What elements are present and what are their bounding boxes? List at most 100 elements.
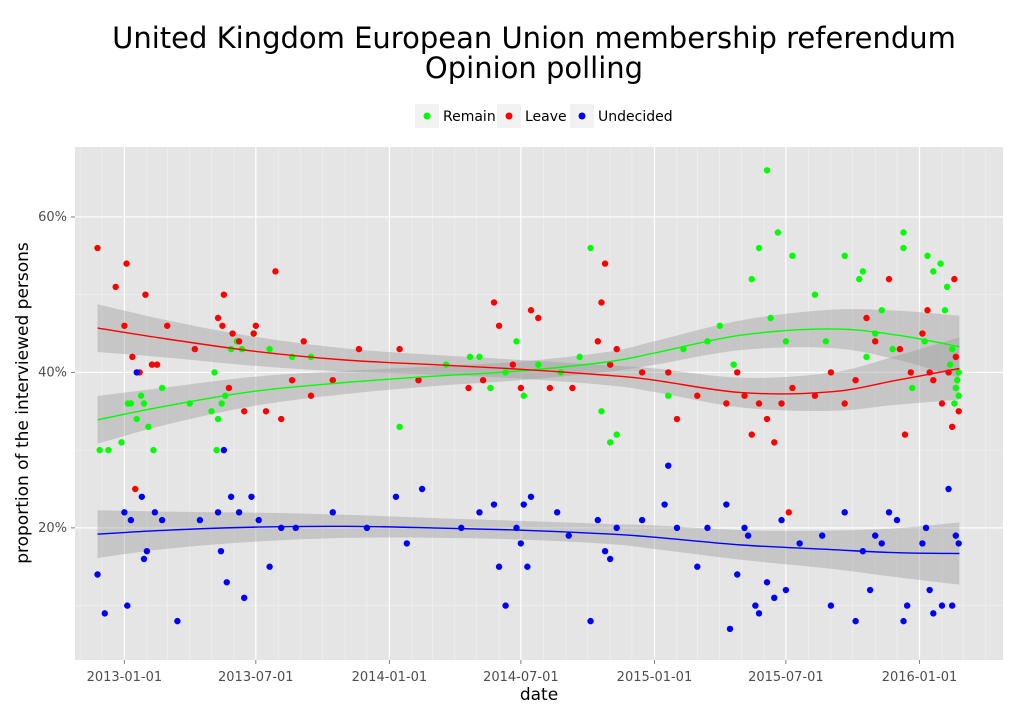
point-undecided (138, 493, 146, 500)
point-undecided (133, 369, 140, 376)
point-undecided (329, 509, 336, 516)
point-leave (955, 408, 962, 415)
point-remain (466, 353, 474, 361)
x-tick-label: 2013-01-01 (87, 670, 163, 685)
point-remain (943, 283, 951, 291)
point-remain (211, 369, 218, 376)
point-remain (665, 392, 672, 399)
point-undecided (613, 524, 620, 532)
point-leave (307, 392, 315, 399)
point-leave (734, 369, 741, 376)
point-leave (601, 260, 609, 267)
point-undecided (919, 540, 926, 547)
point-remain (748, 275, 755, 283)
point-undecided (517, 540, 525, 547)
point-undecided (403, 540, 411, 547)
point-remain (889, 345, 896, 353)
x-axis: 2013-01-01 2013-07-01 2014-01-01 2014-07-01… (87, 660, 957, 685)
point-undecided (458, 524, 465, 532)
point-undecided (94, 571, 101, 578)
point-leave (755, 400, 763, 407)
point-leave (606, 361, 614, 368)
minor-gridlines (75, 147, 1003, 660)
ribbon-undecided (97, 510, 960, 585)
point-leave (924, 307, 931, 314)
point-leave (94, 244, 101, 252)
point-undecided (278, 524, 285, 532)
point-undecided (121, 509, 128, 516)
point-undecided (741, 524, 748, 532)
point-remain (396, 423, 403, 431)
point-undecided (903, 602, 911, 609)
point-leave (748, 431, 755, 438)
legend-swatch-leave (505, 112, 513, 120)
point-remain (487, 384, 494, 392)
point-remain (576, 353, 583, 361)
chart-title: United Kingdom European Union membership… (112, 21, 956, 55)
point-leave (129, 353, 136, 361)
point-undecided (893, 516, 901, 524)
point-leave (415, 376, 422, 384)
x-tick-label: 2013-07-01 (218, 670, 294, 685)
point-undecided (606, 555, 614, 563)
point-remain (782, 338, 790, 345)
point-remain (118, 439, 125, 446)
point-leave (919, 330, 926, 337)
point-undecided (673, 524, 681, 532)
point-remain (150, 446, 157, 454)
point-undecided (527, 493, 535, 500)
legend-swatch-undecided (578, 112, 586, 120)
point-undecided (638, 516, 646, 524)
point-undecided (255, 516, 262, 524)
point-undecided (565, 532, 572, 539)
point-remain (930, 268, 937, 275)
point-remain (218, 400, 225, 407)
point-remain (856, 275, 863, 283)
point-remain (476, 353, 483, 361)
point-undecided (151, 509, 159, 516)
point-leave (907, 369, 914, 376)
point-remain (789, 252, 796, 260)
point-leave (896, 345, 904, 353)
point-undecided (852, 617, 859, 625)
point-undecided (771, 594, 778, 602)
point-remain (213, 446, 220, 454)
point-undecided (955, 540, 962, 547)
point-remain (96, 446, 103, 454)
point-undecided (796, 540, 803, 547)
point-leave (789, 384, 796, 392)
y-tick-label: 20% (38, 521, 67, 536)
point-remain (924, 252, 931, 260)
point-undecided (878, 540, 885, 547)
point-leave (240, 408, 248, 415)
point-undecided (587, 617, 594, 625)
point-leave (901, 431, 909, 438)
point-remain (909, 384, 916, 392)
point-undecided (174, 617, 181, 625)
point-undecided (755, 610, 763, 617)
point-leave (329, 376, 336, 384)
point-undecided (922, 524, 930, 532)
point-remain (535, 361, 542, 368)
point-remain (946, 361, 954, 368)
point-leave (252, 322, 260, 329)
point-leave (771, 439, 778, 446)
point-undecided (885, 509, 893, 516)
point-leave (763, 415, 771, 423)
point-undecided (723, 501, 730, 508)
y-tick-label: 60% (38, 210, 67, 225)
point-remain (841, 252, 848, 260)
x-tick-label: 2014-01-01 (352, 670, 428, 685)
point-undecided (214, 509, 222, 516)
point-undecided (782, 586, 790, 594)
point-leave (569, 384, 576, 392)
point-leave (613, 345, 620, 353)
point-undecided (601, 547, 609, 555)
point-leave (121, 322, 128, 329)
point-undecided (292, 524, 299, 532)
point-remain (730, 361, 737, 368)
point-leave (841, 400, 848, 407)
point-leave (148, 361, 156, 368)
point-leave (930, 376, 937, 384)
point-leave (785, 509, 792, 516)
